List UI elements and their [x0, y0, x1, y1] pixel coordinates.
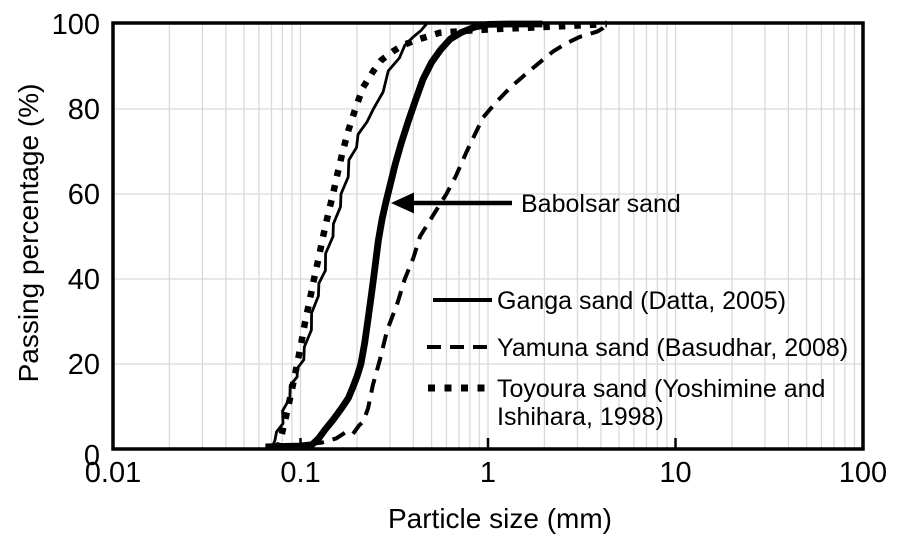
- x-tick-label: 10: [659, 457, 691, 489]
- y-axis-tick-labels: 0 20 40 60 80 100: [52, 9, 100, 472]
- y-tick-label: 100: [52, 9, 100, 41]
- x-axis-title: Particle size (mm): [388, 503, 612, 534]
- curve-babolsar: [265, 20, 543, 451]
- y-tick-label: 40: [68, 264, 100, 296]
- y-tick-label: 20: [68, 349, 100, 381]
- curve-yamuna: [286, 22, 610, 449]
- y-tick-label: 0: [84, 440, 100, 472]
- curves: [265, 20, 610, 451]
- legend-label-toyoura-line1: Toyoura sand (Yoshimine and: [497, 375, 825, 403]
- x-axis-ticks: [299, 438, 677, 449]
- legend-label-ganga: Ganga sand (Datta, 2005): [497, 287, 786, 315]
- curve-ganga: [270, 23, 428, 450]
- x-axis-tick-labels: 0.01 0.1 1 10 100: [85, 457, 887, 489]
- legend: Ganga sand (Datta, 2005) Yamuna sand (Ba…: [427, 287, 848, 431]
- legend-label-yamuna: Yamuna sand (Basudhar, 2008): [497, 334, 848, 362]
- y-tick-label: 60: [68, 179, 100, 211]
- x-tick-label: 0.01: [85, 457, 141, 489]
- x-tick-label: 1: [480, 457, 496, 489]
- annotation-babolsar: Babolsar sand: [391, 190, 681, 218]
- annotation-arrowhead-icon: [391, 192, 414, 214]
- annotation-label: Babolsar sand: [521, 190, 681, 218]
- x-tick-label: 100: [839, 457, 887, 489]
- y-tick-label: 80: [68, 94, 100, 126]
- y-axis-title: Passing percentage (%): [13, 84, 44, 383]
- gridlines: [115, 25, 861, 448]
- legend-label-toyoura-line2: Ishihara, 1998): [497, 403, 664, 431]
- x-tick-label: 0.1: [280, 457, 320, 489]
